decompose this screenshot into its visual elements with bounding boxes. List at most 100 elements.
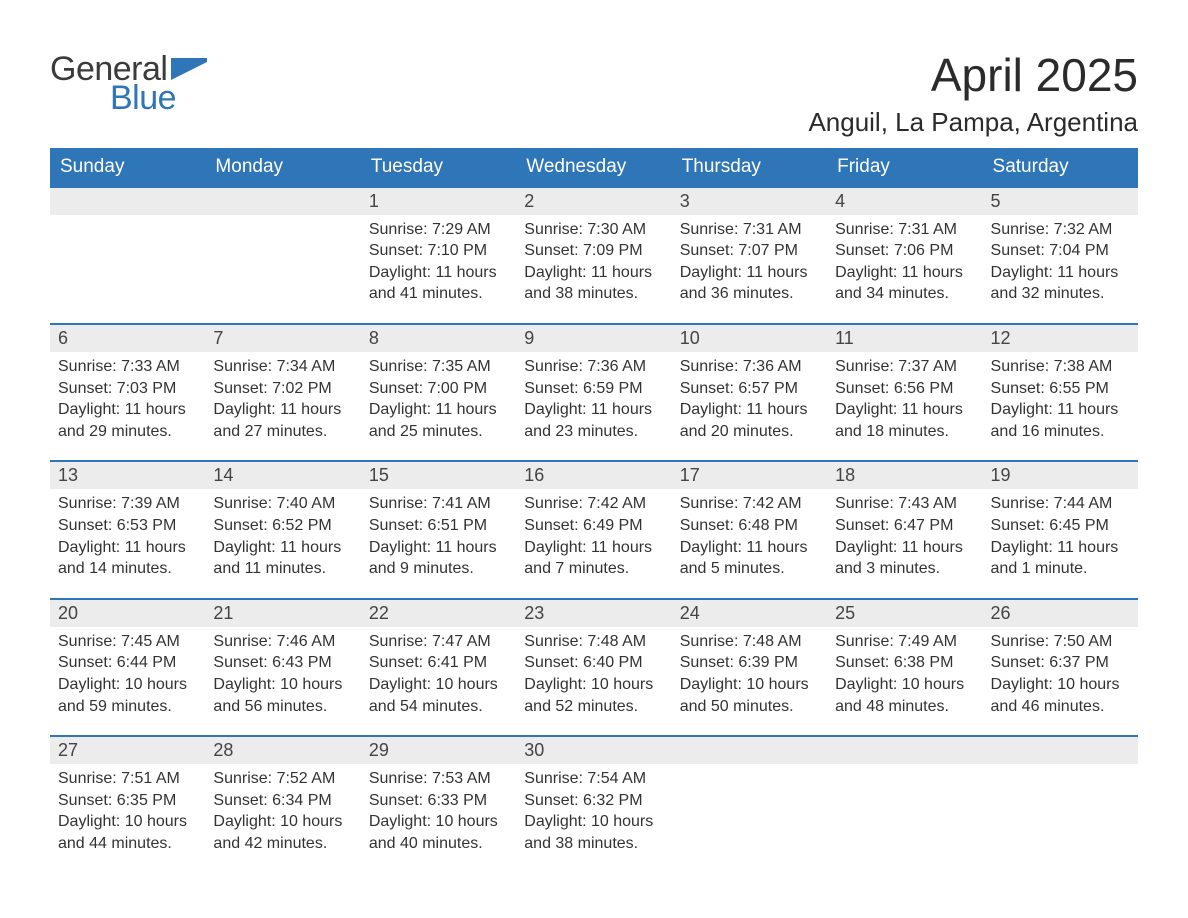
day-number: 26 xyxy=(991,603,1011,623)
day-number-cell xyxy=(983,736,1138,764)
sunrise-text: Sunrise: 7:45 AM xyxy=(58,631,197,653)
day-number-cell: 18 xyxy=(827,461,982,489)
day-number: 21 xyxy=(213,603,233,623)
daylight-text: Daylight: 11 hours and 29 minutes. xyxy=(58,399,197,442)
day-cell: Sunrise: 7:40 AMSunset: 6:52 PMDaylight:… xyxy=(205,489,360,598)
daylight-text: Daylight: 10 hours and 44 minutes. xyxy=(58,811,197,854)
day-cell: Sunrise: 7:42 AMSunset: 6:49 PMDaylight:… xyxy=(516,489,671,598)
sunset-text: Sunset: 6:41 PM xyxy=(369,652,508,674)
daylight-text: Daylight: 11 hours and 41 minutes. xyxy=(369,262,508,305)
day-number: 25 xyxy=(835,603,855,623)
day-cell xyxy=(983,764,1138,872)
day-number-cell xyxy=(672,736,827,764)
day-number-cell: 4 xyxy=(827,187,982,215)
day-number-cell: 16 xyxy=(516,461,671,489)
sunrise-text: Sunrise: 7:44 AM xyxy=(991,493,1130,515)
sunset-text: Sunset: 7:07 PM xyxy=(680,240,819,262)
logo: General Blue xyxy=(50,50,207,118)
logo-text-blue: Blue xyxy=(110,79,176,118)
sunset-text: Sunset: 6:37 PM xyxy=(991,652,1130,674)
sunset-text: Sunset: 7:09 PM xyxy=(524,240,663,262)
day-number-cell xyxy=(50,187,205,215)
sunset-text: Sunset: 6:56 PM xyxy=(835,378,974,400)
sunset-text: Sunset: 6:43 PM xyxy=(213,652,352,674)
day-cell: Sunrise: 7:33 AMSunset: 7:03 PMDaylight:… xyxy=(50,352,205,461)
day-number-cell: 1 xyxy=(361,187,516,215)
day-body-row: Sunrise: 7:29 AMSunset: 7:10 PMDaylight:… xyxy=(50,215,1138,324)
day-cell: Sunrise: 7:31 AMSunset: 7:06 PMDaylight:… xyxy=(827,215,982,324)
day-cell: Sunrise: 7:48 AMSunset: 6:39 PMDaylight:… xyxy=(672,627,827,736)
weekday-header: Monday xyxy=(205,148,360,187)
sunrise-text: Sunrise: 7:43 AM xyxy=(835,493,974,515)
day-number-cell xyxy=(827,736,982,764)
day-cell xyxy=(205,215,360,324)
weekday-header: Sunday xyxy=(50,148,205,187)
day-cell: Sunrise: 7:51 AMSunset: 6:35 PMDaylight:… xyxy=(50,764,205,872)
day-number: 30 xyxy=(524,740,544,760)
sunset-text: Sunset: 7:10 PM xyxy=(369,240,508,262)
sunset-text: Sunset: 6:53 PM xyxy=(58,515,197,537)
sunrise-text: Sunrise: 7:31 AM xyxy=(835,219,974,241)
daylight-text: Daylight: 11 hours and 34 minutes. xyxy=(835,262,974,305)
daylight-text: Daylight: 10 hours and 50 minutes. xyxy=(680,674,819,717)
daylight-text: Daylight: 11 hours and 9 minutes. xyxy=(369,537,508,580)
day-number: 7 xyxy=(213,328,223,348)
day-number: 29 xyxy=(369,740,389,760)
sunrise-text: Sunrise: 7:34 AM xyxy=(213,356,352,378)
day-number-cell: 7 xyxy=(205,324,360,352)
weekday-header-row: Sunday Monday Tuesday Wednesday Thursday… xyxy=(50,148,1138,187)
day-number: 4 xyxy=(835,191,845,211)
day-cell: Sunrise: 7:46 AMSunset: 6:43 PMDaylight:… xyxy=(205,627,360,736)
sunrise-text: Sunrise: 7:33 AM xyxy=(58,356,197,378)
sunset-text: Sunset: 6:47 PM xyxy=(835,515,974,537)
day-number-cell xyxy=(205,187,360,215)
day-number-row: 6789101112 xyxy=(50,324,1138,352)
day-number-cell: 25 xyxy=(827,599,982,627)
day-number-cell: 30 xyxy=(516,736,671,764)
daylight-text: Daylight: 10 hours and 54 minutes. xyxy=(369,674,508,717)
calendar-body: 12345Sunrise: 7:29 AMSunset: 7:10 PMDayl… xyxy=(50,187,1138,873)
day-number: 2 xyxy=(524,191,534,211)
daylight-text: Daylight: 10 hours and 46 minutes. xyxy=(991,674,1130,717)
day-number: 19 xyxy=(991,465,1011,485)
day-cell: Sunrise: 7:30 AMSunset: 7:09 PMDaylight:… xyxy=(516,215,671,324)
day-number-cell: 2 xyxy=(516,187,671,215)
day-number: 9 xyxy=(524,328,534,348)
day-number-cell: 28 xyxy=(205,736,360,764)
daylight-text: Daylight: 11 hours and 1 minute. xyxy=(991,537,1130,580)
day-cell: Sunrise: 7:47 AMSunset: 6:41 PMDaylight:… xyxy=(361,627,516,736)
sunrise-text: Sunrise: 7:36 AM xyxy=(524,356,663,378)
day-number-row: 12345 xyxy=(50,187,1138,215)
day-number-cell: 13 xyxy=(50,461,205,489)
sunset-text: Sunset: 6:49 PM xyxy=(524,515,663,537)
sunset-text: Sunset: 6:40 PM xyxy=(524,652,663,674)
page-header: General Blue April 2025 Anguil, La Pampa… xyxy=(50,50,1138,138)
day-number: 6 xyxy=(58,328,68,348)
weekday-header: Friday xyxy=(827,148,982,187)
day-number-cell: 14 xyxy=(205,461,360,489)
day-cell: Sunrise: 7:38 AMSunset: 6:55 PMDaylight:… xyxy=(983,352,1138,461)
sunrise-text: Sunrise: 7:38 AM xyxy=(991,356,1130,378)
sunrise-text: Sunrise: 7:51 AM xyxy=(58,768,197,790)
day-number-cell: 23 xyxy=(516,599,671,627)
day-cell: Sunrise: 7:43 AMSunset: 6:47 PMDaylight:… xyxy=(827,489,982,598)
sunrise-text: Sunrise: 7:30 AM xyxy=(524,219,663,241)
daylight-text: Daylight: 11 hours and 25 minutes. xyxy=(369,399,508,442)
daylight-text: Daylight: 11 hours and 18 minutes. xyxy=(835,399,974,442)
sunrise-text: Sunrise: 7:48 AM xyxy=(680,631,819,653)
day-number: 18 xyxy=(835,465,855,485)
day-number: 15 xyxy=(369,465,389,485)
sunset-text: Sunset: 7:03 PM xyxy=(58,378,197,400)
sunrise-text: Sunrise: 7:46 AM xyxy=(213,631,352,653)
day-number-cell: 11 xyxy=(827,324,982,352)
day-number-cell: 27 xyxy=(50,736,205,764)
sunrise-text: Sunrise: 7:52 AM xyxy=(213,768,352,790)
sunset-text: Sunset: 7:04 PM xyxy=(991,240,1130,262)
daylight-text: Daylight: 10 hours and 48 minutes. xyxy=(835,674,974,717)
daylight-text: Daylight: 11 hours and 3 minutes. xyxy=(835,537,974,580)
day-cell: Sunrise: 7:49 AMSunset: 6:38 PMDaylight:… xyxy=(827,627,982,736)
day-cell: Sunrise: 7:54 AMSunset: 6:32 PMDaylight:… xyxy=(516,764,671,872)
day-number: 1 xyxy=(369,191,379,211)
sunset-text: Sunset: 6:45 PM xyxy=(991,515,1130,537)
sunset-text: Sunset: 6:55 PM xyxy=(991,378,1130,400)
